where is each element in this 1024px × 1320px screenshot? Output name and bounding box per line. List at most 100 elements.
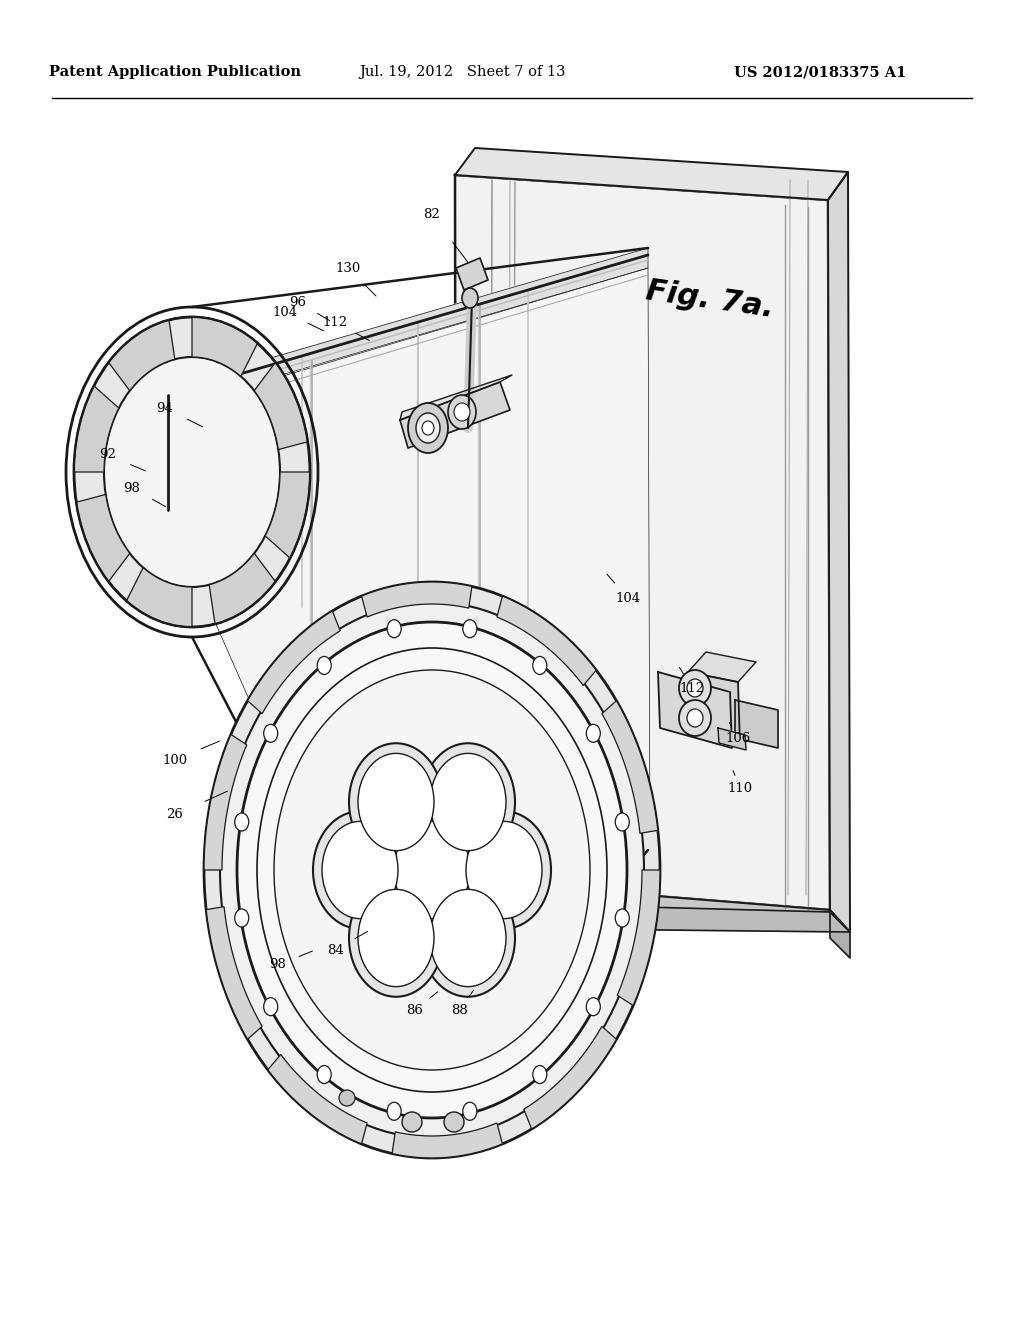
- Ellipse shape: [385, 812, 479, 929]
- Ellipse shape: [615, 813, 630, 832]
- Ellipse shape: [449, 395, 476, 429]
- Polygon shape: [688, 652, 756, 682]
- Ellipse shape: [532, 1065, 547, 1084]
- Polygon shape: [400, 375, 512, 420]
- Polygon shape: [658, 672, 732, 748]
- Ellipse shape: [394, 821, 470, 919]
- Polygon shape: [455, 148, 848, 201]
- Text: 96: 96: [290, 296, 306, 309]
- Text: 106: 106: [725, 731, 751, 744]
- Ellipse shape: [234, 909, 249, 927]
- Polygon shape: [456, 902, 476, 928]
- Text: 92: 92: [99, 449, 117, 462]
- Text: 130: 130: [336, 261, 360, 275]
- Polygon shape: [688, 672, 740, 744]
- Text: 98: 98: [269, 958, 287, 972]
- Ellipse shape: [104, 356, 280, 587]
- Ellipse shape: [402, 1111, 422, 1133]
- Text: 84: 84: [327, 944, 343, 957]
- Ellipse shape: [339, 1090, 355, 1106]
- Ellipse shape: [358, 890, 434, 986]
- Ellipse shape: [687, 709, 703, 727]
- Polygon shape: [524, 1027, 616, 1129]
- Ellipse shape: [264, 725, 278, 742]
- Ellipse shape: [457, 812, 551, 929]
- Polygon shape: [456, 257, 488, 290]
- Text: 82: 82: [424, 209, 440, 222]
- Polygon shape: [248, 611, 340, 714]
- Text: Jul. 19, 2012   Sheet 7 of 13: Jul. 19, 2012 Sheet 7 of 13: [358, 65, 565, 79]
- Ellipse shape: [322, 821, 398, 919]
- Ellipse shape: [587, 725, 600, 742]
- Ellipse shape: [416, 413, 440, 444]
- Text: 104: 104: [615, 591, 641, 605]
- Polygon shape: [191, 317, 258, 376]
- Polygon shape: [718, 729, 746, 750]
- Polygon shape: [109, 319, 175, 391]
- Ellipse shape: [274, 671, 590, 1071]
- Polygon shape: [456, 902, 850, 932]
- Ellipse shape: [317, 1065, 331, 1084]
- Polygon shape: [206, 907, 262, 1039]
- Text: Patent Application Publication: Patent Application Publication: [49, 65, 301, 79]
- Ellipse shape: [587, 998, 600, 1015]
- Ellipse shape: [615, 909, 630, 927]
- Ellipse shape: [358, 754, 434, 850]
- Polygon shape: [168, 248, 648, 411]
- Ellipse shape: [430, 754, 506, 850]
- Ellipse shape: [387, 619, 401, 638]
- Ellipse shape: [462, 288, 478, 308]
- Text: Fig. 7a.: Fig. 7a.: [644, 277, 776, 323]
- Polygon shape: [361, 582, 472, 616]
- Polygon shape: [828, 172, 850, 932]
- Polygon shape: [400, 381, 510, 447]
- Ellipse shape: [234, 813, 249, 832]
- Ellipse shape: [408, 403, 449, 453]
- Polygon shape: [168, 268, 650, 1110]
- Ellipse shape: [679, 700, 711, 737]
- Polygon shape: [204, 734, 247, 870]
- Ellipse shape: [387, 1102, 401, 1121]
- Polygon shape: [267, 1055, 368, 1144]
- Polygon shape: [456, 880, 850, 932]
- Ellipse shape: [463, 1102, 477, 1121]
- Text: 88: 88: [452, 1003, 468, 1016]
- Ellipse shape: [349, 879, 443, 997]
- Ellipse shape: [421, 743, 515, 861]
- Ellipse shape: [463, 619, 477, 638]
- Polygon shape: [209, 553, 275, 624]
- Ellipse shape: [313, 812, 407, 929]
- Ellipse shape: [532, 656, 547, 675]
- Ellipse shape: [444, 1111, 464, 1133]
- Ellipse shape: [679, 671, 711, 706]
- Polygon shape: [76, 495, 130, 582]
- Ellipse shape: [454, 403, 470, 421]
- Ellipse shape: [422, 421, 434, 436]
- Text: 112: 112: [323, 315, 347, 329]
- Ellipse shape: [220, 602, 644, 1138]
- Text: 94: 94: [157, 401, 173, 414]
- Ellipse shape: [204, 582, 660, 1158]
- Text: 110: 110: [727, 781, 753, 795]
- Polygon shape: [617, 870, 660, 1006]
- Text: 100: 100: [163, 754, 187, 767]
- Polygon shape: [126, 568, 193, 627]
- Polygon shape: [265, 473, 310, 558]
- Text: 98: 98: [124, 482, 140, 495]
- Polygon shape: [830, 912, 850, 958]
- Text: US 2012/0183375 A1: US 2012/0183375 A1: [734, 65, 906, 79]
- Polygon shape: [392, 1123, 503, 1158]
- Ellipse shape: [466, 821, 542, 919]
- Ellipse shape: [421, 879, 515, 997]
- Polygon shape: [455, 176, 830, 909]
- Text: 26: 26: [167, 808, 183, 821]
- Text: 112: 112: [680, 681, 705, 694]
- Polygon shape: [497, 597, 596, 685]
- Polygon shape: [602, 701, 657, 833]
- Ellipse shape: [349, 743, 443, 861]
- Ellipse shape: [264, 998, 278, 1015]
- Polygon shape: [735, 700, 778, 748]
- Polygon shape: [254, 363, 308, 450]
- Text: 86: 86: [407, 1003, 424, 1016]
- Ellipse shape: [74, 317, 310, 627]
